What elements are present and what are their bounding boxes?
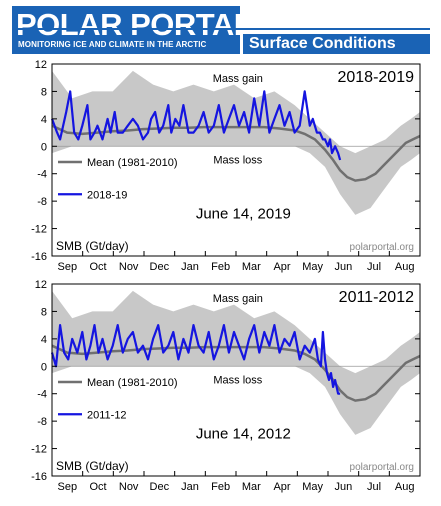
section-title: Surface Conditions xyxy=(249,35,396,52)
x-tick-label: Sep xyxy=(58,261,78,273)
y-tick-label: -8 xyxy=(37,196,47,208)
mass-loss-label: Mass loss xyxy=(213,154,262,166)
y-tick-label: 0 xyxy=(41,361,47,373)
y-tick-label: -4 xyxy=(37,169,47,181)
header-divider xyxy=(12,28,430,30)
chart-panel-2: -16 -12 -8 -4 0 4 8 12 Sep Oct Nov Dec Jan Feb Mar Apr M… xyxy=(31,279,421,493)
y-axis-label: SMB (Gt/day) xyxy=(56,459,129,473)
watermark: polarportal.org xyxy=(350,242,414,253)
x-tick-label: Oct xyxy=(89,261,106,273)
y-tick-label: -16 xyxy=(31,251,47,263)
mass-gain-label: Mass gain xyxy=(213,293,263,305)
chart-panel-1: -16 -12 -8 -4 0 4 8 12 Sep Oct Nov Dec Jan Feb Mar Apr M… xyxy=(31,59,421,273)
legend-series-label: 2011-12 xyxy=(87,409,127,421)
range-band xyxy=(52,70,420,215)
legend-mean-label: Mean (1981-2010) xyxy=(87,157,178,169)
x-tick-label: Sep xyxy=(58,481,78,493)
y-tick-label: -8 xyxy=(37,416,47,428)
y-tick-label: 12 xyxy=(35,279,47,291)
series-line xyxy=(50,324,341,395)
x-tick-label: Apr xyxy=(273,261,290,273)
range-band xyxy=(52,290,420,435)
x-tick-label: Feb xyxy=(211,481,230,493)
x-tick-label: May xyxy=(302,481,323,493)
period-label: 2011-2012 xyxy=(339,289,414,306)
x-tick-label: Aug xyxy=(395,481,415,493)
x-tick-label: Jan xyxy=(181,261,199,273)
x-tick-label: Oct xyxy=(89,481,106,493)
x-tick-label: Jun xyxy=(334,481,352,493)
logo-title: POLAR PORTAL xyxy=(16,7,253,42)
x-tick-label: May xyxy=(302,261,323,273)
legend-series-label: 2018-19 xyxy=(87,189,127,201)
y-tick-label: -12 xyxy=(31,224,47,236)
x-tick-label: Jun xyxy=(334,261,352,273)
x-tick-label: Jul xyxy=(367,261,381,273)
watermark: polarportal.org xyxy=(350,462,414,473)
period-label: 2018-2019 xyxy=(337,69,414,86)
x-tick-label: Jan xyxy=(181,481,199,493)
x-tick-label: Jul xyxy=(367,481,381,493)
series-line xyxy=(50,90,342,161)
mass-gain-label: Mass gain xyxy=(213,73,263,85)
y-axis-label: SMB (Gt/day) xyxy=(56,239,129,253)
y-tick-label: 0 xyxy=(41,141,47,153)
mean-line xyxy=(51,124,421,182)
header: POLAR PORTAL MONITORING ICE AND CLIMATE … xyxy=(12,6,430,54)
logo: POLAR PORTAL MONITORING ICE AND CLIMATE … xyxy=(12,6,253,54)
x-tick-label: Dec xyxy=(150,261,170,273)
y-tick-label: 12 xyxy=(35,59,47,71)
x-tick-label: Nov xyxy=(119,261,139,273)
legend-mean-label: Mean (1981-2010) xyxy=(87,377,178,389)
logo-subtitle: MONITORING ICE AND CLIMATE IN THE ARCTIC xyxy=(18,40,207,49)
y-tick-label: 8 xyxy=(41,306,47,318)
y-tick-label: 4 xyxy=(41,334,47,346)
y-tick-label: -4 xyxy=(37,389,47,401)
x-tick-label: Mar xyxy=(242,481,261,493)
y-tick-label: -12 xyxy=(31,444,47,456)
date-note: June 14, 2019 xyxy=(196,206,291,223)
x-tick-label: Feb xyxy=(211,261,230,273)
x-tick-label: Dec xyxy=(150,481,170,493)
y-tick-label: 8 xyxy=(41,86,47,98)
y-tick-label: 4 xyxy=(41,114,47,126)
x-tick-label: Apr xyxy=(273,481,290,493)
x-tick-label: Mar xyxy=(242,261,261,273)
date-note: June 14, 2012 xyxy=(196,426,291,443)
mass-loss-label: Mass loss xyxy=(213,374,262,386)
section-banner: Surface Conditions xyxy=(243,34,430,54)
x-tick-label: Aug xyxy=(395,261,415,273)
y-tick-label: -16 xyxy=(31,471,47,483)
x-tick-label: Nov xyxy=(119,481,139,493)
